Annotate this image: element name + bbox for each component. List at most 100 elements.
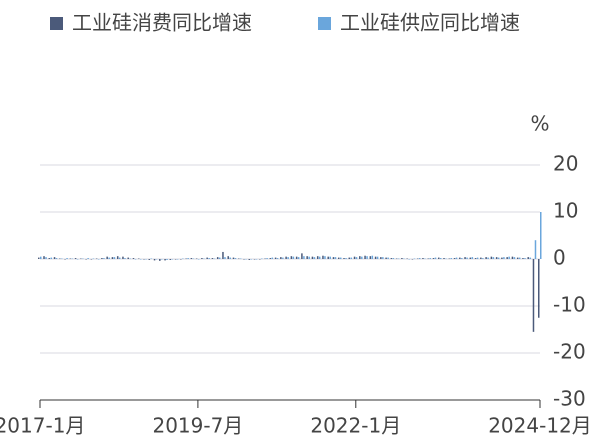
bar xyxy=(64,259,66,260)
bar xyxy=(140,259,142,260)
bar xyxy=(129,258,131,260)
bar xyxy=(424,258,426,260)
bar xyxy=(434,257,437,259)
bar xyxy=(318,256,321,259)
legend-label: 工业硅消费同比增速 xyxy=(72,11,252,35)
bar xyxy=(169,259,172,260)
y-tick-label: -20 xyxy=(553,340,586,364)
bar xyxy=(416,258,419,260)
bar xyxy=(471,257,474,259)
bar xyxy=(122,256,124,259)
bar xyxy=(369,256,372,259)
bar xyxy=(138,258,140,260)
bar xyxy=(438,257,440,259)
bar xyxy=(124,258,126,259)
bar xyxy=(74,258,77,259)
bar xyxy=(71,258,74,260)
bar xyxy=(401,258,403,259)
bar xyxy=(464,257,466,259)
bar xyxy=(182,258,184,260)
bar xyxy=(324,256,326,259)
bar xyxy=(248,259,251,260)
y-unit: % xyxy=(530,112,549,136)
bar xyxy=(540,212,542,259)
bar xyxy=(348,257,351,259)
bar xyxy=(216,257,219,259)
bar xyxy=(232,257,235,259)
bar xyxy=(66,258,68,259)
bar xyxy=(364,255,366,259)
bar xyxy=(143,259,145,260)
bar xyxy=(361,256,363,259)
bar xyxy=(532,259,535,332)
bar xyxy=(274,257,277,259)
bar xyxy=(390,258,393,259)
bar xyxy=(132,258,135,259)
y-tick-label: -10 xyxy=(553,293,586,317)
bar xyxy=(134,259,137,260)
bar xyxy=(492,257,495,259)
bar xyxy=(480,257,482,259)
bar xyxy=(185,258,187,260)
bar xyxy=(224,257,226,259)
bar xyxy=(176,259,179,260)
bar xyxy=(322,255,324,259)
bar xyxy=(482,258,484,259)
bar xyxy=(534,240,537,259)
bar xyxy=(422,258,424,259)
legend-label: 工业硅供应同比增速 xyxy=(340,11,520,35)
bar xyxy=(474,258,477,259)
bar xyxy=(406,258,408,260)
bar xyxy=(118,257,121,259)
bar xyxy=(253,259,256,260)
bar xyxy=(90,259,93,260)
bar xyxy=(69,258,72,260)
bar xyxy=(238,258,240,260)
bar xyxy=(287,257,289,259)
bar xyxy=(222,251,224,259)
bar xyxy=(440,258,442,259)
bar xyxy=(429,258,431,259)
bar xyxy=(311,256,314,259)
bar xyxy=(106,256,108,259)
bar xyxy=(108,257,110,259)
bar xyxy=(206,257,208,259)
bar xyxy=(448,258,451,260)
y-tick-label: 20 xyxy=(553,152,578,176)
bar xyxy=(469,257,472,259)
bar xyxy=(195,258,198,260)
bar xyxy=(355,257,358,259)
bar xyxy=(290,256,293,259)
bar xyxy=(316,256,319,259)
bar xyxy=(334,257,337,259)
bar xyxy=(453,258,456,259)
bar xyxy=(503,257,505,259)
bar xyxy=(113,257,116,259)
bar xyxy=(501,257,503,259)
bar xyxy=(395,258,398,260)
bar xyxy=(380,257,382,259)
y-tick-label: -30 xyxy=(553,387,586,411)
bar xyxy=(476,257,479,259)
bar xyxy=(403,258,405,260)
bar xyxy=(97,259,100,260)
bar xyxy=(61,258,63,260)
bar xyxy=(192,258,195,260)
bar xyxy=(127,257,129,259)
x-tick-label: 2024-12月 xyxy=(488,414,592,438)
bar xyxy=(213,258,216,260)
bar xyxy=(359,256,361,259)
bar xyxy=(159,259,161,261)
bar xyxy=(280,257,282,259)
bar xyxy=(350,257,353,259)
bar xyxy=(153,259,156,261)
y-tick-label: 10 xyxy=(553,199,578,223)
bar xyxy=(511,256,514,259)
bar xyxy=(518,257,521,259)
y-tick-label: 0 xyxy=(553,246,566,270)
bar xyxy=(164,259,166,261)
bar xyxy=(385,257,387,259)
bar xyxy=(432,258,435,259)
bar xyxy=(295,256,298,259)
